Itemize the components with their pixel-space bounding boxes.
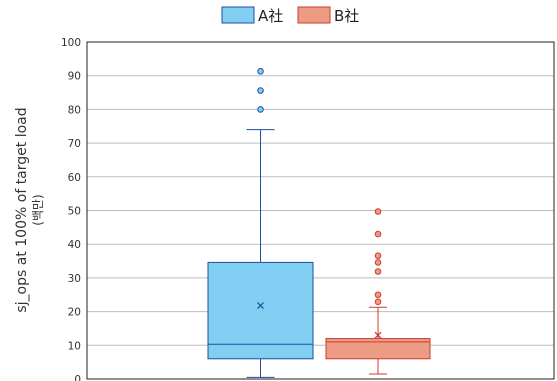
box-b-outlier-6 xyxy=(374,208,382,215)
legend-item-b: B社 xyxy=(297,6,359,25)
y-tick-label-20: 20 xyxy=(68,307,81,319)
y-tick-label-80: 80 xyxy=(68,104,81,116)
y-tick-label-10: 10 xyxy=(68,340,81,352)
y-axis-title: sj_ops at 100% of target load (백만) xyxy=(14,107,45,312)
legend-swatch-b xyxy=(297,6,331,24)
box-b-outlier-0 xyxy=(374,298,382,306)
box-b-outlier-1 xyxy=(374,291,382,299)
plot-area: 0 10 20 30 40 50 60 70 80 90 100 xyxy=(61,37,555,381)
legend: A社 B社 xyxy=(221,6,359,25)
box-b-outlier-5 xyxy=(374,230,382,238)
box-a-outlier-1 xyxy=(257,87,264,94)
box-b-outlier-4 xyxy=(374,252,382,259)
legend-item-a: A社 xyxy=(221,6,283,25)
y-axis-label: sj_ops at 100% of target load xyxy=(14,107,30,312)
y-tick-label-30: 30 xyxy=(68,273,81,285)
y-axis-sublabel: (백만) xyxy=(31,194,45,225)
y-tick-label-90: 90 xyxy=(68,71,81,83)
box-a-outlier-2 xyxy=(257,68,264,75)
y-tick-label-40: 40 xyxy=(68,239,81,251)
y-tick-label-60: 60 xyxy=(68,172,81,184)
plot-border xyxy=(86,41,555,380)
legend-label-b: B社 xyxy=(334,7,359,25)
box-b-outlier-2 xyxy=(374,268,382,275)
legend-label-a: A社 xyxy=(258,7,283,25)
box-a-outlier-0 xyxy=(257,106,264,113)
y-tick-label-50: 50 xyxy=(68,206,81,218)
legend-swatch-a xyxy=(221,6,255,24)
box-b-body xyxy=(325,338,431,360)
box-a-body xyxy=(207,261,314,360)
box-b-mean-marker-b xyxy=(374,331,382,339)
y-tick-label-70: 70 xyxy=(68,138,81,150)
y-tick-label-100: 100 xyxy=(61,37,81,49)
box-a-mean-marker-b xyxy=(257,302,264,309)
box-b-outlier-3 xyxy=(374,259,382,266)
y-tick-label-0: 0 xyxy=(74,374,81,381)
